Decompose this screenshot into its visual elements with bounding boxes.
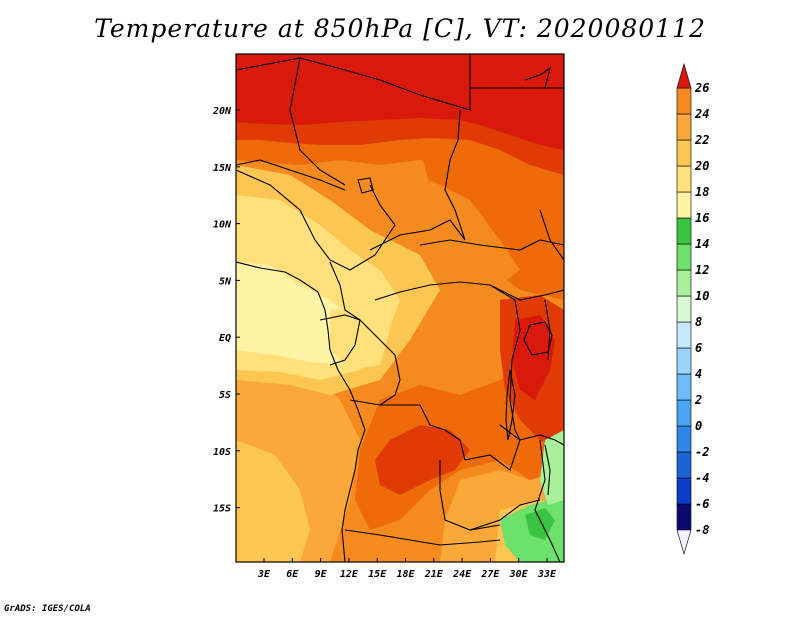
colorbar-segment <box>676 399 692 427</box>
lat-label: 15N <box>213 163 232 174</box>
border-chad-car <box>369 219 466 251</box>
colorbar-segment <box>676 269 692 297</box>
border-nigeria-cameroon <box>236 169 396 271</box>
colorbar-segment <box>676 217 692 245</box>
border-drc-zambia <box>464 424 521 471</box>
lake-tanganyika <box>505 369 516 441</box>
border-chad-sudan <box>444 109 466 241</box>
border-ssudan-ethiopia <box>539 209 564 261</box>
field-east-26 <box>512 315 555 400</box>
colorbar-segment <box>676 503 692 531</box>
axis-labels: 20N 15N 10N 5N EQ 5S 10S 15S 3E 6E 9E 12E 15E 18E 21E 2… <box>212 106 557 580</box>
lat-label: 10N <box>213 220 232 231</box>
colorbar-label: 2 <box>694 393 702 407</box>
field-sw-cool <box>236 440 310 562</box>
lon-label: 27E <box>480 569 500 580</box>
border-east-drc <box>509 299 521 441</box>
colorbar-segment <box>676 477 692 505</box>
colorbar-label: -6 <box>695 497 709 511</box>
colorbar-label: 16 <box>695 211 709 225</box>
border-congo-drc <box>359 319 401 406</box>
colorbar-bottom-triangle <box>676 529 692 556</box>
border-mozambique <box>534 439 561 562</box>
colorbar-segment <box>676 373 692 401</box>
temperature-field <box>236 54 564 562</box>
border-niger-chad <box>289 57 346 186</box>
colorbar-label: 24 <box>694 107 709 121</box>
colorbar-label: 22 <box>694 133 709 147</box>
grads-credit: GrADS: IGES/COLA <box>4 604 91 614</box>
lon-label: 21E <box>424 569 444 580</box>
lat-label: 10S <box>213 447 231 458</box>
field-north-26 <box>236 54 564 150</box>
border-angola-zambia <box>439 460 501 531</box>
border-drc-angola <box>349 399 466 461</box>
colorbar-label: 14 <box>695 237 709 251</box>
colorbar-segment <box>676 347 692 375</box>
colorbar-label: 12 <box>695 263 709 277</box>
colorbar-label: 18 <box>695 185 709 199</box>
lat-label: 15S <box>213 504 231 515</box>
colorbar-segment <box>676 425 692 453</box>
lat-label: 5N <box>219 276 232 287</box>
border-tanzania <box>519 434 564 446</box>
colorbar-label: 6 <box>695 341 702 355</box>
colorbar-label: 8 <box>695 315 702 329</box>
colorbar-segment <box>676 191 692 219</box>
lat-label: 5S <box>219 390 231 401</box>
field-central-24 <box>375 425 470 495</box>
border-ssudan-drc-uganda <box>489 284 564 301</box>
lon-label: 30E <box>509 569 529 580</box>
chart-title: Temperature at 850hPa [C], VT: 202008011… <box>94 14 706 43</box>
red-sea-coast <box>524 66 551 89</box>
border-gabon-congo <box>319 314 361 366</box>
colorbar-label: -8 <box>695 523 709 537</box>
border-zambia-zimbabwe <box>469 499 541 531</box>
colorbar-label: 4 <box>695 367 702 381</box>
lon-label: 33E <box>537 569 557 580</box>
colorbar-segment <box>676 165 692 193</box>
lake-victoria <box>523 321 553 356</box>
colorbar-label: 0 <box>695 419 702 433</box>
colorbar-segment <box>676 87 692 115</box>
lat-label: 20N <box>212 106 232 117</box>
border-sudan-ssudan <box>419 239 564 251</box>
field-ne-20 <box>430 180 520 285</box>
colorbar-segment <box>676 451 692 479</box>
colorbar-segment <box>676 321 692 349</box>
lon-label: 24E <box>452 569 472 580</box>
lon-label: 12E <box>340 569 359 580</box>
lon-label: 6E <box>286 569 299 580</box>
map-frame <box>235 53 565 563</box>
field-congo-16 <box>330 305 390 370</box>
colorbar-segment <box>676 243 692 271</box>
colorbar-label: 26 <box>694 81 709 95</box>
colorbar-label: 20 <box>694 159 709 173</box>
colorbar-segment <box>676 113 692 141</box>
colorbar-segment <box>676 139 692 167</box>
border-cameroon-car <box>329 261 361 321</box>
lake-malawi <box>544 444 551 496</box>
colorbar-label: -2 <box>695 445 709 459</box>
colorbar-label: -4 <box>695 471 709 485</box>
lat-label: EQ <box>219 333 231 344</box>
lon-label: 3E <box>257 569 271 580</box>
colorbar-top-triangle <box>676 62 692 89</box>
coastline-west <box>236 261 366 562</box>
lake-chad <box>357 177 374 194</box>
lon-label: 18E <box>396 569 415 580</box>
country-borders <box>236 54 564 562</box>
border-niger-nigeria <box>236 159 346 191</box>
lon-label: 15E <box>368 569 387 580</box>
field-se-10b <box>525 508 555 540</box>
border-angola-namibia <box>344 529 501 546</box>
colorbar-segment <box>676 295 692 323</box>
lon-label: 9E <box>315 569 328 580</box>
colorbar-label: 10 <box>695 289 709 303</box>
